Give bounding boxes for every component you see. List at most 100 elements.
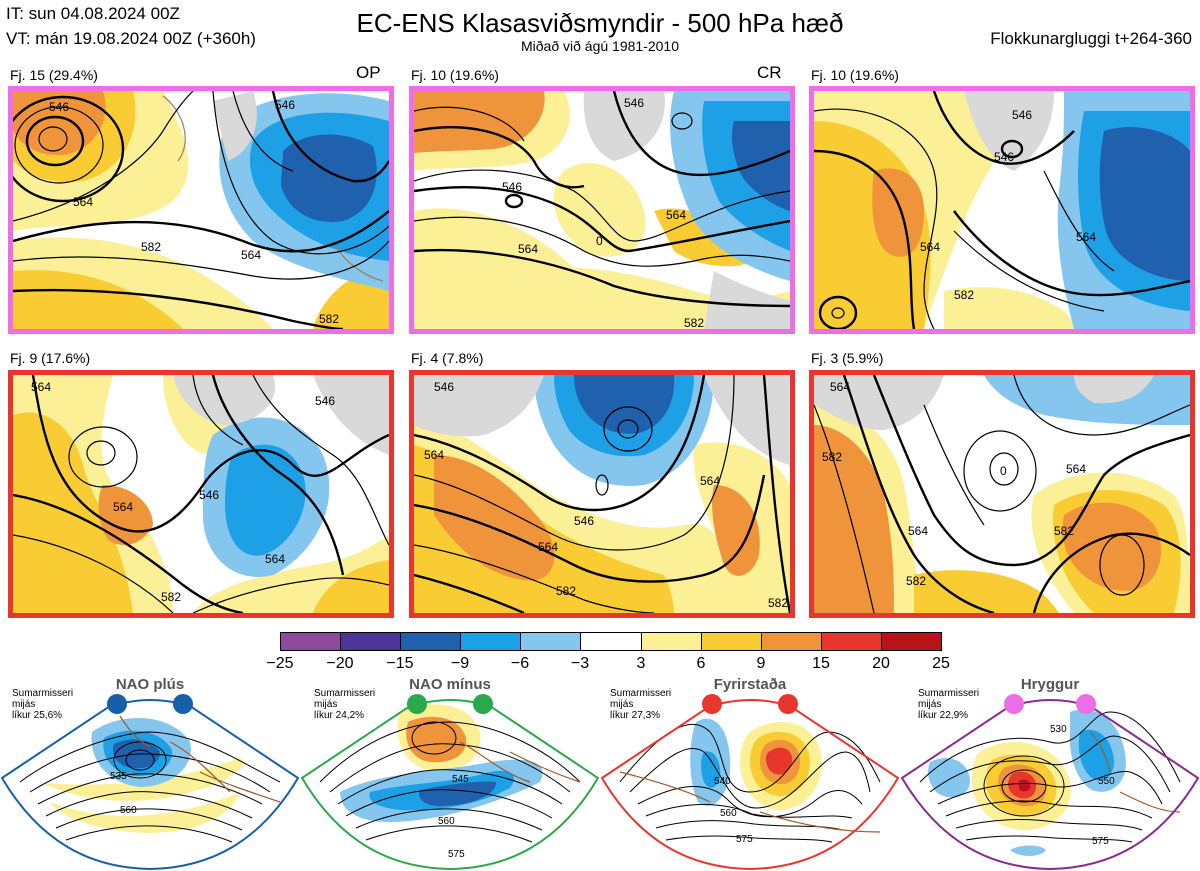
contour-label: 564 (666, 208, 686, 222)
colorbar-swatch (761, 633, 822, 650)
contour-label: 582 (161, 590, 181, 604)
initial-time: IT: sun 04.08.2024 00Z (6, 4, 180, 23)
colorbar-swatch (281, 633, 342, 650)
page-title: EC-ENS Klasasviðsmyndir - 500 hPa hæð (356, 8, 844, 38)
regime-nao-minus: 545 560 575 NAO mínus Sumarmisseri mijás… (300, 672, 600, 871)
contour-label: 546 (199, 488, 219, 502)
contour-label: 545 (452, 774, 469, 785)
colorbar-swatch (821, 633, 882, 650)
contour-label: 564 (700, 474, 720, 488)
colorbar-tick: −25 (266, 655, 294, 672)
contour-label: 546 (1012, 108, 1032, 122)
contour-label: 0 (596, 234, 603, 248)
contour-label: 550 (1098, 776, 1115, 787)
colorbar-tick: 20 (872, 655, 890, 672)
contour-label: 582 (319, 312, 339, 326)
contour-label: 575 (1092, 836, 1109, 847)
contour-label: 582 (822, 450, 842, 464)
regime-ridge: 530 550 575 Hryggur Sumarmisseri mijás l… (900, 672, 1200, 871)
colorbar-tick: 6 (696, 655, 706, 672)
contour-label: 582 (954, 288, 974, 302)
regime-blocking: 540 560 575 Fyrirstaða Sumarmisseri mijá… (600, 672, 900, 871)
height-anomaly-map: 546 546 564 564 0 582 (414, 91, 790, 329)
regime-note: Sumarmisseri mijás líkur 25,6% (12, 688, 74, 721)
contour-label: 564 (113, 500, 133, 514)
contour-label: 582 (1054, 524, 1074, 538)
colorbar-swatch (701, 633, 762, 650)
panel-2-label: Fj. 10 (19.6%) (411, 67, 499, 83)
contour-label: 564 (518, 242, 538, 256)
colorbar-tick: 3 (636, 655, 646, 672)
colorbar-swatch (881, 633, 942, 650)
regime-map: 530 550 575 (900, 694, 1200, 871)
regime-map: 545 560 575 (300, 694, 600, 871)
colorbar-tick: −3 (570, 655, 590, 672)
contour-label: 0 (1000, 464, 1007, 478)
classification-window: Flokkunargluggi t+264-360 (990, 29, 1192, 48)
regime-note: Sumarmisseri mijás líkur 27,3% (610, 688, 672, 721)
height-anomaly-map: 546 564 582 564 546 582 (13, 91, 389, 329)
contour-label: 564 (538, 540, 558, 554)
height-anomaly-map: 564 582 564 582 0 564 582 (814, 375, 1190, 613)
contour-label: 582 (141, 240, 161, 254)
panel-4-label: Fj. 9 (17.6%) (10, 350, 91, 366)
contour-label: 530 (1050, 724, 1067, 735)
regime-map: 535 560 (0, 694, 300, 871)
contour-label: 582 (906, 574, 926, 588)
contour-label: 546 (624, 96, 644, 110)
cluster-map-panel-4: 564 546 564 582 546 564 (8, 370, 394, 618)
contour-label: 564 (424, 448, 444, 462)
regime-name: Fyrirstaða (713, 676, 787, 693)
regime-name: NAO plús (115, 676, 185, 693)
regime-nao-plus: 535 560 NAO plús Sumarmisseri mijás líku… (0, 672, 300, 871)
height-anomaly-map: 564 546 564 582 546 564 (13, 375, 389, 613)
contour-label: 582 (768, 596, 788, 610)
contour-label: 546 (994, 150, 1014, 164)
regime-name: Hryggur (1020, 676, 1080, 693)
page-subtitle: Miðað við ágú 1981-2010 (520, 38, 679, 54)
panel-5-label: Fj. 4 (7.8%) (411, 350, 484, 366)
panel-1-label: Fj. 15 (29.4%) (10, 67, 98, 83)
cluster-map-panel-5: 564 546 564 546 582 564 582 (409, 370, 795, 618)
contour-label: 575 (736, 834, 753, 845)
cluster-map-panel-3: 546 546 564 564 582 (809, 86, 1195, 334)
contour-label: 582 (556, 584, 576, 598)
colorbar-swatch (341, 633, 402, 650)
colorbar-tick: −9 (450, 655, 470, 672)
colorbar-tick: 25 (932, 655, 950, 672)
colorbar-tick: 15 (812, 655, 830, 672)
contour-label: 560 (438, 816, 455, 827)
colorbar-swatch (461, 633, 522, 650)
colorbar-swatch (641, 633, 702, 650)
contour-label: 564 (73, 195, 93, 209)
contour-label: 540 (714, 776, 731, 787)
contour-label: 564 (830, 380, 850, 394)
contour-label: 546 (49, 100, 69, 114)
panel-2-tag: CR (757, 63, 782, 82)
height-anomaly-map: 546 546 564 564 582 (814, 91, 1190, 329)
colorbar-swatch (401, 633, 462, 650)
panel-3-label: Fj. 10 (19.6%) (811, 67, 899, 83)
regime-map: 540 560 575 (600, 694, 900, 871)
contour-label: 564 (31, 380, 51, 394)
colorbar-tick: −6 (510, 655, 530, 672)
contour-label: 546 (574, 514, 594, 528)
anomaly-colorbar (280, 632, 942, 651)
colorbar-swatch (521, 633, 582, 650)
panel-1-tag: OP (356, 63, 381, 82)
panel-6-label: Fj. 3 (5.9%) (811, 350, 884, 366)
colorbar-tick: −20 (326, 655, 354, 672)
contour-label: 582 (684, 316, 704, 329)
cluster-map-panel-1: 546 564 582 564 546 582 (8, 86, 394, 334)
contour-label: 575 (448, 849, 465, 860)
colorbar-tick: −15 (386, 655, 414, 672)
contour-label: 535 (110, 771, 127, 782)
contour-label: 546 (434, 380, 454, 394)
contour-label: 564 (920, 240, 940, 254)
colorbar-tick: 9 (756, 655, 766, 672)
contour-label: 564 (1076, 230, 1096, 244)
regime-name: NAO mínus (409, 676, 491, 693)
contour-label: 546 (502, 180, 522, 194)
colorbar-swatch (581, 633, 642, 650)
regime-note: Sumarmisseri mijás líkur 24,2% (314, 688, 376, 721)
